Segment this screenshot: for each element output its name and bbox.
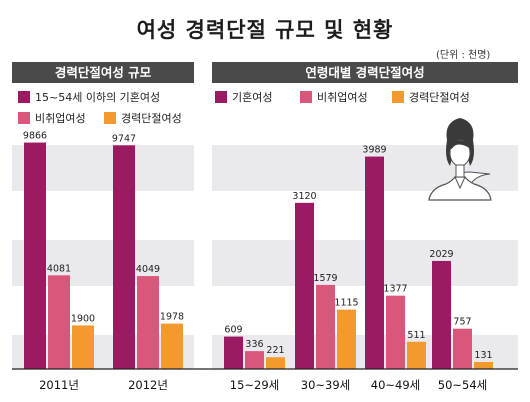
value-label: 511	[407, 330, 425, 341]
legend-swatch	[18, 112, 30, 124]
value-label: 757	[453, 317, 471, 328]
value-label: 9747	[112, 133, 136, 144]
value-label: 4081	[47, 263, 71, 274]
bar-unemployed	[386, 295, 405, 369]
category-label: 2012년	[128, 378, 168, 392]
bar-married	[113, 145, 135, 369]
legend-label: 경력단절여성	[121, 112, 182, 125]
value-label: 336	[245, 339, 263, 350]
legend-label: 비취업여성	[35, 112, 86, 125]
bar-married	[24, 142, 46, 369]
value-label: 3120	[292, 191, 316, 202]
bar-married	[224, 336, 243, 369]
legend-label: 비취업여성	[317, 91, 368, 104]
value-label: 3989	[362, 145, 386, 156]
legend-item-unemployed-right: 비취업여성	[300, 89, 368, 105]
bar-career-break	[337, 309, 356, 369]
bar-career-break	[266, 357, 285, 369]
legend-swatch	[104, 112, 116, 124]
legend-swatch	[392, 91, 404, 103]
legend-swatch	[215, 91, 227, 103]
bar-unemployed	[453, 328, 472, 369]
legend-item-married-right: 기혼여성	[215, 89, 272, 105]
legend-label: 15~54세 이하의 기혼여성	[35, 91, 161, 104]
bar-unemployed	[48, 275, 70, 369]
left-panel-header: 경력단절여성 규모	[12, 62, 194, 83]
category-labels: 2011년 2012년 15~29세 30~39세 40~49세 50~54세	[39, 378, 487, 392]
legend-label: 기혼여성	[232, 91, 273, 104]
category-label: 50~54세	[438, 378, 487, 392]
value-label: 1900	[71, 313, 95, 324]
category-label: 40~49세	[371, 378, 420, 392]
category-label: 2011년	[39, 378, 79, 392]
category-label: 30~39세	[301, 378, 350, 392]
bar-career-break	[407, 341, 426, 369]
legend-item-unemployed-left: 비취업여성	[18, 110, 86, 126]
bar-married	[365, 156, 384, 369]
bar-married	[295, 202, 314, 369]
legend-swatch	[300, 91, 312, 103]
legend-item-career-break-left: 경력단절여성	[104, 110, 182, 126]
left-bars	[24, 142, 183, 369]
bar-unemployed	[316, 284, 335, 369]
category-label: 15~29세	[230, 378, 279, 392]
value-label: 2029	[429, 249, 453, 260]
value-label: 1579	[313, 273, 337, 284]
value-label: 1115	[334, 298, 358, 309]
legend-item-career-break-right: 경력단절여성	[392, 89, 470, 105]
bar-career-break	[161, 323, 183, 369]
bar-career-break	[474, 362, 493, 369]
bar-career-break	[72, 325, 94, 369]
woman-avatar-icon	[428, 118, 492, 201]
value-label: 131	[474, 350, 492, 361]
bar-unemployed	[137, 276, 159, 369]
value-label: 1978	[160, 312, 184, 323]
legend-label: 경력단절여성	[409, 91, 470, 104]
value-label: 9866	[23, 131, 47, 142]
value-label: 609	[224, 325, 242, 336]
right-panel-header: 연령대별 경력단절여성	[212, 62, 518, 83]
right-bars	[224, 156, 493, 369]
value-label: 1377	[383, 284, 407, 295]
value-label: 4049	[136, 264, 160, 275]
legend-swatch	[18, 91, 30, 103]
bar-married	[432, 260, 451, 369]
legend-item-married-left: 15~54세 이하의 기혼여성	[18, 89, 160, 105]
bar-unemployed	[245, 351, 264, 369]
unit-label: (단위 : 천명)	[436, 50, 491, 61]
page-title: 여성 경력단절 규모 및 현황	[136, 18, 394, 42]
value-label: 221	[266, 345, 284, 356]
